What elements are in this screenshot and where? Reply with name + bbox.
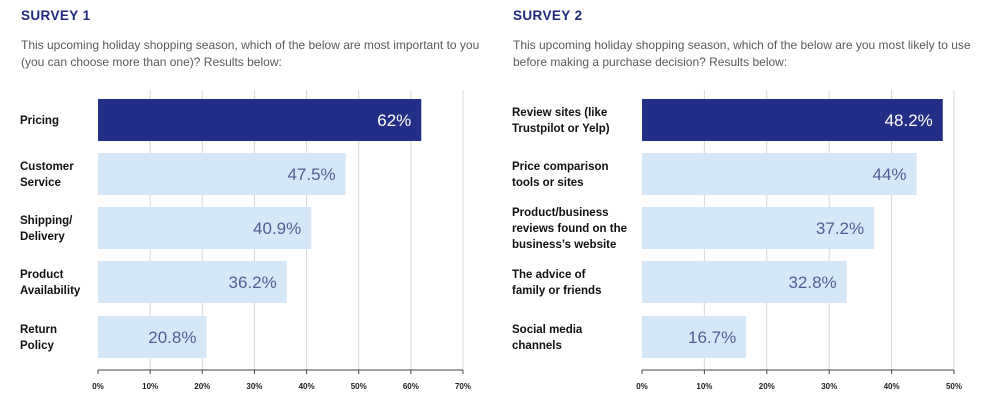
survey-1-value-label: 47.5% — [287, 165, 335, 184]
survey-2-category-label: Product/business reviews found on the busi… — [512, 207, 627, 251]
survey-1-bar — [98, 99, 422, 141]
survey-2-value-label: 32.8% — [788, 273, 836, 292]
survey-1-panel: SURVEY 1 This upcoming holiday shopping … — [0, 0, 490, 419]
survey-2-bar — [642, 207, 875, 249]
survey-2-category-label-line: The advice of — [512, 269, 586, 281]
survey-2-value-label: 37.2% — [816, 219, 864, 238]
survey-1-tick-label: 60% — [403, 382, 419, 391]
survey-2-category-label-line: Price comparison — [512, 161, 609, 173]
survey-2-category-label-line: reviews found on the — [512, 223, 627, 235]
survey-2-tick-label: 0% — [636, 382, 648, 391]
survey-2-tick-label: 20% — [759, 382, 775, 391]
survey-1-bar — [98, 207, 312, 249]
survey-1-value-label: 36.2% — [229, 273, 277, 292]
survey-1-category-label-line: Shipping/ — [20, 215, 73, 227]
survey-1-category-label-line: Service — [20, 177, 61, 189]
survey-2-value-label: 48.2% — [885, 111, 933, 130]
survey-2-category-label-line: business’s website — [512, 239, 616, 251]
survey-2-category-label: Review sites (like Trustpilot or Yelp) — [512, 107, 610, 135]
survey-1-category-label-line: Delivery — [20, 231, 65, 243]
survey-2-tick-label: 10% — [696, 382, 712, 391]
survey-2-value-label: 16.7% — [688, 328, 736, 347]
survey-2-category-label: The advice of family or friends — [512, 269, 601, 297]
survey-2-question: This upcoming holiday shopping season, w… — [513, 38, 971, 69]
survey-2-panel: SURVEY 2 This upcoming holiday shopping … — [492, 0, 985, 419]
survey-1-title: SURVEY 1 — [21, 8, 91, 23]
survey-1-tick-label: 10% — [142, 382, 158, 391]
survey-2-category-label-line: channels — [512, 340, 562, 352]
survey-1-tick-label: 20% — [194, 382, 210, 391]
survey-2-category-label-line: tools or sites — [512, 177, 584, 189]
survey-1-category-label-line: Policy — [20, 340, 54, 352]
survey-1-bar-chart: 62% Pricing 47.5% Customer Service 40.9% Shipp… — [20, 90, 471, 391]
survey-2-category-label-line: family or friends — [512, 285, 601, 297]
survey-1-category-label-line: Customer — [20, 161, 74, 173]
survey-1-bar — [98, 153, 346, 195]
survey-2-tick-label: 40% — [884, 382, 900, 391]
survey-2-category-label-line: Trustpilot or Yelp) — [512, 123, 610, 135]
survey-2-category-label-line: Product/business — [512, 207, 609, 219]
survey-1-category-label: Pricing — [20, 115, 59, 127]
survey-1-value-label: 20.8% — [148, 328, 196, 347]
survey-2-category-label: Social media channels — [512, 324, 583, 352]
survey-2-category-label-line: Social media — [512, 324, 583, 336]
survey-1-category-label-line: Availability — [20, 285, 81, 297]
survey-2-bar — [642, 99, 943, 141]
survey-1-tick-label: 0% — [92, 382, 104, 391]
survey-2-tick-label: 30% — [821, 382, 837, 391]
survey-1-tick-label: 70% — [455, 382, 471, 391]
survey-1-tick-label: 30% — [246, 382, 262, 391]
survey-2-bar — [642, 261, 847, 303]
survey-1-question: This upcoming holiday shopping season, w… — [21, 38, 480, 69]
survey-1-category-label: Customer Service — [20, 161, 74, 189]
survey-1-tick-label: 40% — [299, 382, 315, 391]
survey-1-category-label-line: Pricing — [20, 115, 59, 127]
survey-2-category-label-line: Review sites (like — [512, 107, 607, 119]
survey-1-bar — [98, 316, 207, 358]
survey-2-title: SURVEY 2 — [513, 8, 583, 23]
survey-1-category-label-line: Product — [20, 269, 64, 281]
survey-1-category-label-line: Return — [20, 324, 57, 336]
survey-1-value-label: 40.9% — [253, 219, 301, 238]
survey-2-category-label: Price comparison tools or sites — [512, 161, 609, 189]
survey-2-bar — [642, 153, 917, 195]
survey-2-bar-chart: 48.2% Review sites (like Trustpilot or Yel… — [512, 90, 962, 391]
survey-1-category-label: Product Availability — [20, 269, 81, 297]
survey-1-bar — [98, 261, 287, 303]
survey-1-value-label: 62% — [377, 111, 411, 130]
survey-1-tick-label: 50% — [351, 382, 367, 391]
survey-1-category-label: Shipping/Delivery — [20, 215, 73, 243]
survey-2-bar — [642, 316, 747, 358]
survey-2-value-label: 44% — [873, 165, 907, 184]
survey-2-tick-label: 50% — [946, 382, 962, 391]
survey-1-category-label: Return Policy — [20, 324, 57, 352]
